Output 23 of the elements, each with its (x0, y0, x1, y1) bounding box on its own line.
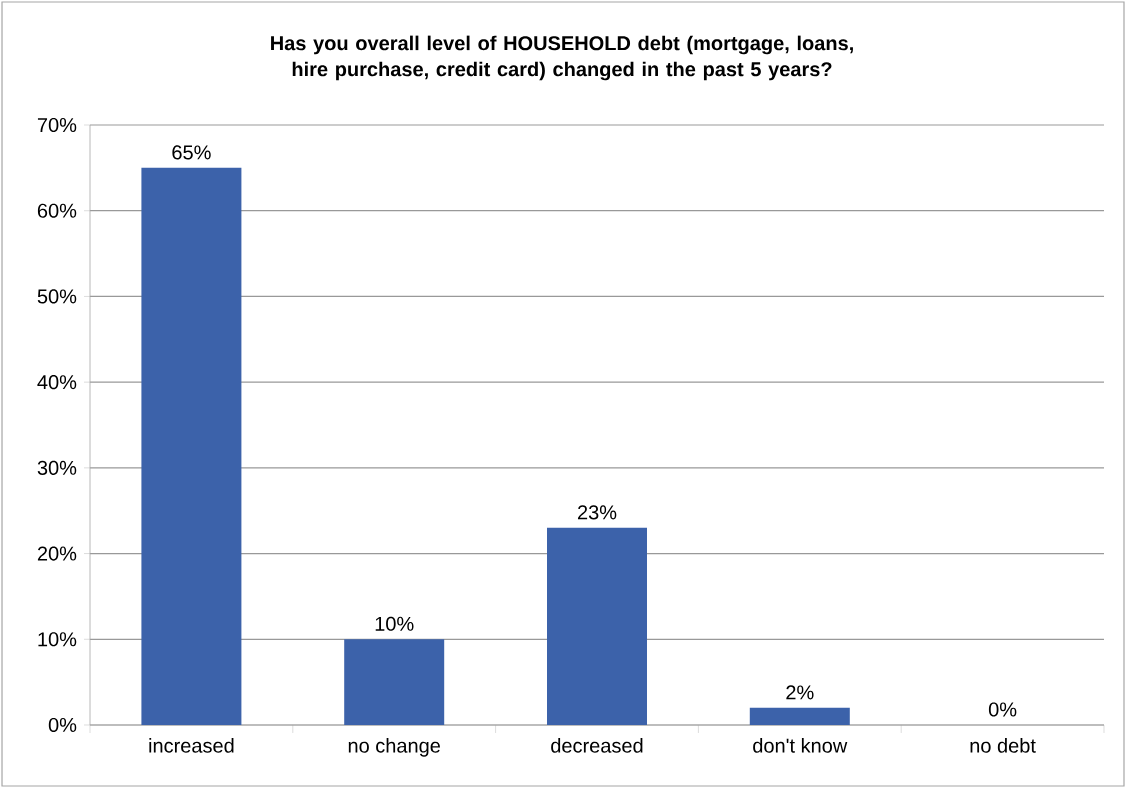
data-label: 10% (375, 616, 414, 631)
data-label: 2% (786, 685, 814, 700)
bar (141, 167, 242, 725)
x-tick-label: no change (348, 738, 440, 757)
data-label: 23% (577, 505, 617, 520)
y-tick-label: 50% (37, 289, 77, 304)
chart-title: Has you overall level of HOUSEHOLD debt (mortgage, loans, hire purchase, credit card) changed in the past 5 years? (271, 35, 853, 81)
y-tick-label: 70% (37, 117, 77, 133)
bar (547, 527, 647, 725)
y-tick-label: 0% (48, 717, 77, 733)
x-tick-label: decreased (551, 738, 643, 753)
bar (344, 639, 445, 725)
y-tick-label: 10% (38, 632, 77, 647)
y-tick-label: 20% (37, 546, 77, 561)
bar (749, 707, 850, 725)
y-tick-label: 30% (37, 460, 77, 475)
y-tick-label: 60% (37, 203, 77, 218)
y-tick-label: 40% (37, 375, 77, 390)
x-tick-label: don't know (753, 738, 848, 753)
data-label: 65% (172, 145, 211, 160)
data-label: 0% (988, 702, 1017, 717)
x-tick-label: increased (149, 738, 234, 753)
x-tick-label: no debt (970, 738, 1036, 753)
